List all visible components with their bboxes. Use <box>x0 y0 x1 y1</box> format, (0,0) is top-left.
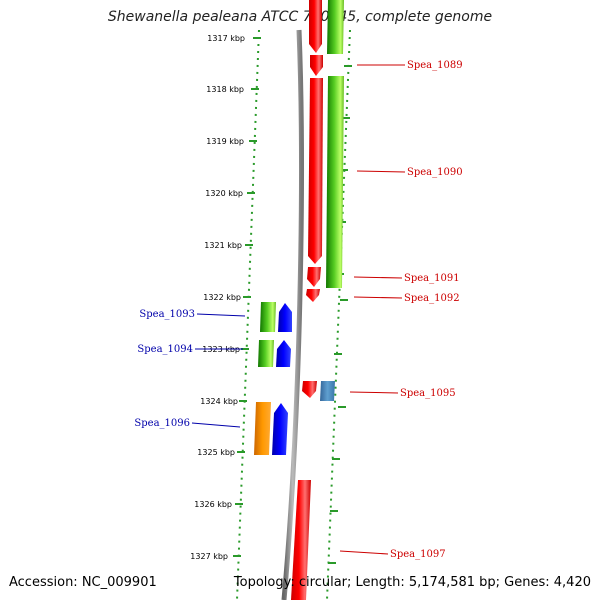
ruler-label: 1317 kbp <box>207 34 245 43</box>
genome-title: Shewanella pealeana ATCC 700345, complet… <box>107 9 493 25</box>
ruler-ticks <box>233 37 261 557</box>
gene-label-spea-1090: Spea_1090 <box>407 167 463 178</box>
right-gene-labels[interactable]: Spea_1089 Spea_1090 Spea_1091 Spea_1092 … <box>390 60 463 560</box>
gene-spea-1096 <box>272 403 288 455</box>
gene-label-spea-1093: Spea_1093 <box>139 309 195 320</box>
genome-backbone <box>281 29 304 600</box>
gene-label-spea-1089: Spea_1089 <box>407 60 463 71</box>
left-feature-track[interactable] <box>254 302 292 455</box>
gene-spea-1090 <box>308 78 323 264</box>
green-feature <box>326 76 344 288</box>
gene-label-spea-1095: Spea_1095 <box>400 388 456 399</box>
gene-spea-1095 <box>302 381 317 398</box>
orange-feature <box>254 402 271 455</box>
gene-spea-1097 <box>291 480 311 600</box>
gene-label-spea-1092: Spea_1092 <box>404 293 460 304</box>
left-dotted-track <box>236 29 260 600</box>
left-gene-labels[interactable]: Spea_1093 Spea_1094 Spea_1096 <box>134 309 195 429</box>
ruler-label: 1320 kbp <box>205 189 243 198</box>
gene-spea-1094 <box>276 340 291 367</box>
gene-spea-1091 <box>307 267 321 287</box>
ruler-label: 1318 kbp <box>206 85 244 94</box>
red-gene-track[interactable] <box>291 0 323 600</box>
gene-spea-1088 <box>309 0 322 53</box>
gene-label-spea-1091: Spea_1091 <box>404 273 460 284</box>
green-feature <box>327 0 344 54</box>
steelblue-feature[interactable] <box>320 381 335 401</box>
gene-label-spea-1097: Spea_1097 <box>390 549 446 560</box>
ruler-label: 1322 kbp <box>203 293 241 302</box>
ruler-label: 1327 kbp <box>190 552 228 561</box>
green-feature <box>260 302 276 332</box>
ruler-label: 1321 kbp <box>204 241 242 250</box>
green-feature <box>258 340 274 367</box>
gene-label-spea-1094: Spea_1094 <box>137 344 193 355</box>
right-label-leaders <box>339 64 406 555</box>
green-feature-track <box>326 0 344 288</box>
gene-spea-1089 <box>310 55 323 76</box>
ruler-label: 1325 kbp <box>197 448 235 457</box>
ruler-label: 1319 kbp <box>206 137 244 146</box>
gene-spea-1093 <box>278 303 292 332</box>
accession-text: Accession: NC_009901 <box>9 575 157 590</box>
ruler-label: 1324 kbp <box>200 397 238 406</box>
gene-spea-1092 <box>306 289 320 302</box>
left-label-leaders <box>191 313 246 428</box>
gene-label-spea-1096: Spea_1096 <box>134 418 190 429</box>
ruler-label: 1326 kbp <box>194 500 232 509</box>
ruler-labels: 1317 kbp 1318 kbp 1319 kbp 1320 kbp 1321… <box>190 34 245 561</box>
genome-summary-text: Topology: circular; Length: 5,174,581 bp… <box>233 575 591 590</box>
